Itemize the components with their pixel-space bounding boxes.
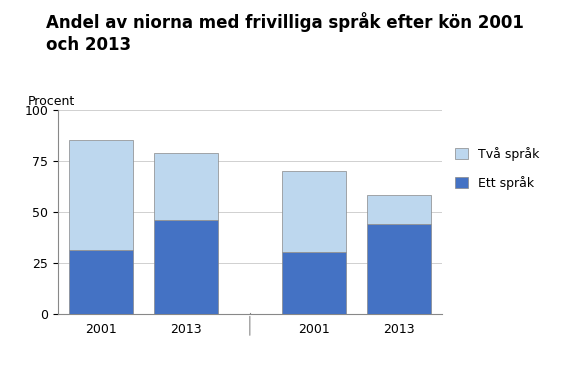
Bar — [282, 171, 346, 252]
Legend: Två språk, Ett språk: Två språk, Ett språk — [456, 147, 539, 189]
Bar — [367, 224, 431, 314]
Text: Andel av niorna med frivilliga språk efter kön 2001
och 2013: Andel av niorna med frivilliga språk eft… — [46, 12, 525, 54]
Bar — [69, 250, 132, 314]
Bar — [69, 140, 132, 250]
Bar — [367, 195, 431, 224]
Bar — [154, 220, 218, 314]
Text: Procent: Procent — [27, 95, 75, 108]
Bar — [154, 152, 218, 220]
Bar — [282, 252, 346, 314]
